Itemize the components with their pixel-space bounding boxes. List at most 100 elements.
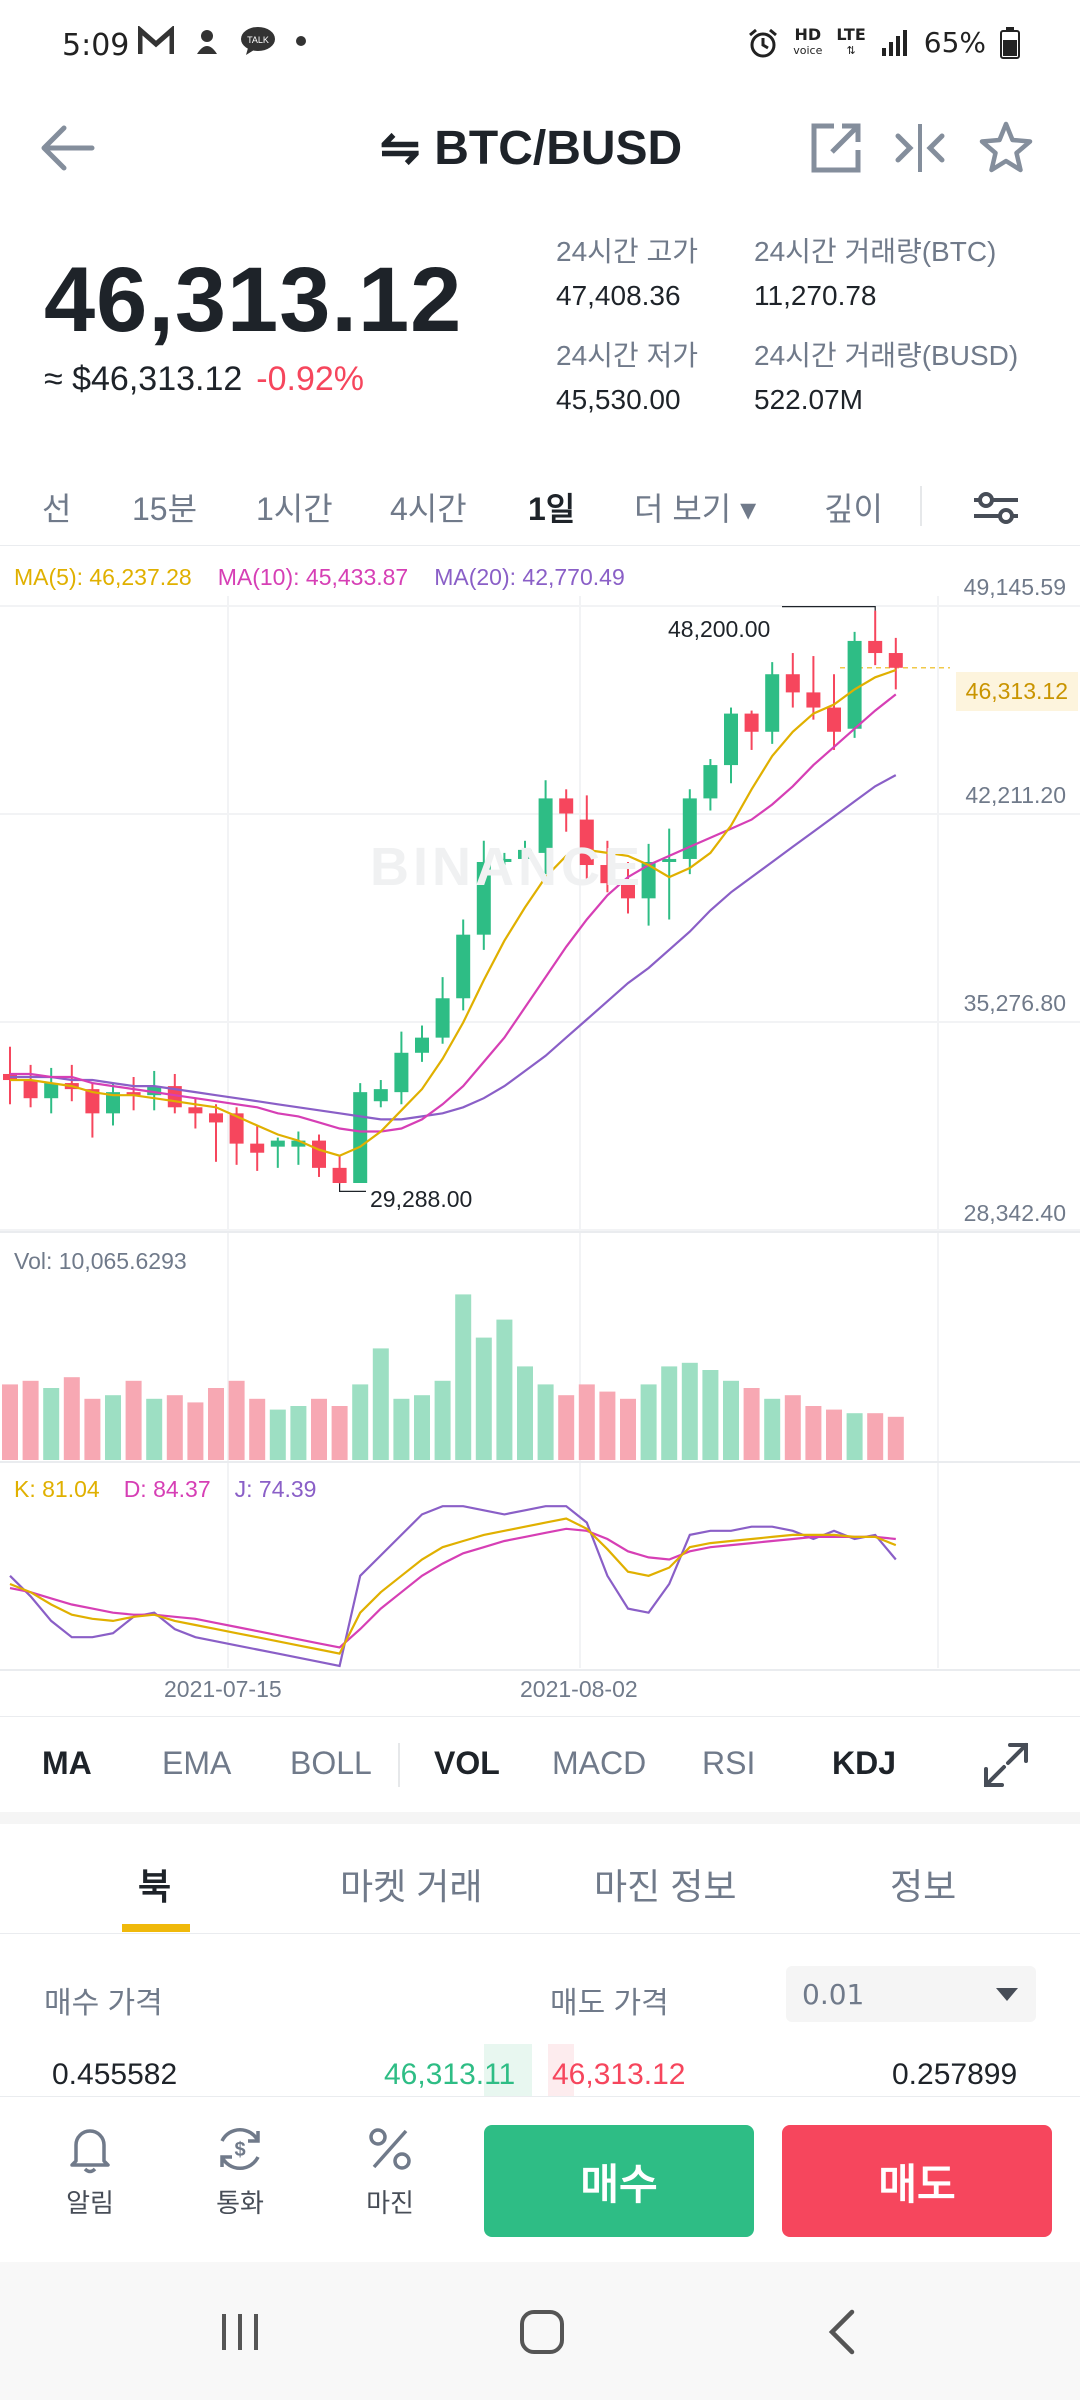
tab-market-trades[interactable]: 마켓 거래 — [340, 1866, 483, 1907]
volume-bar — [455, 1294, 472, 1460]
current-price-tag: 46,313.12 — [955, 672, 1078, 711]
status-time: 5:09 — [62, 28, 130, 63]
interval-1h[interactable]: 1시간 — [256, 491, 333, 527]
recent-apps-button[interactable] — [210, 2302, 270, 2362]
volume-bar — [867, 1413, 884, 1460]
alert-button[interactable]: 알림 — [40, 2123, 140, 2220]
sell-button[interactable]: 매도 — [782, 2125, 1052, 2237]
indicator-ema[interactable]: EMA — [162, 1745, 232, 1781]
bid-price[interactable]: 46,313.11 — [384, 2058, 516, 2091]
buy-button[interactable]: 매수 — [484, 2125, 754, 2237]
indicator-ma[interactable]: MA — [42, 1745, 92, 1781]
volume-bar — [2, 1384, 18, 1460]
pair-name: BTC/BUSD — [434, 121, 683, 175]
pair-selector[interactable]: ⇋ BTC/BUSD — [380, 116, 682, 180]
indicator-macd[interactable]: MACD — [552, 1745, 647, 1781]
volume-bar — [290, 1406, 307, 1460]
indicator-divider — [398, 1743, 400, 1787]
interval-line[interactable]: 선 — [42, 491, 72, 527]
tab-margin-info[interactable]: 마진 정보 — [594, 1866, 737, 1907]
volume-bar — [784, 1395, 801, 1460]
volume-bar — [166, 1395, 183, 1460]
indicator-kdj[interactable]: KDJ — [832, 1745, 897, 1781]
kdj-j-label: J: 74.39 — [234, 1476, 317, 1502]
interval-depth[interactable]: 깊이 — [824, 491, 883, 527]
ask-depth-bar — [548, 2044, 574, 2096]
system-back-button[interactable] — [814, 2302, 874, 2362]
volume-bar — [743, 1388, 760, 1460]
volume-bar — [352, 1384, 369, 1460]
volume-bar — [496, 1319, 513, 1460]
last-price: 46,313.12 — [44, 249, 463, 351]
volume-bar — [393, 1398, 410, 1460]
convert-button[interactable]: $ 통화 — [190, 2123, 290, 2220]
candle — [456, 934, 471, 999]
indicator-boll[interactable]: BOLL — [290, 1745, 372, 1781]
share-button[interactable] — [804, 116, 868, 180]
indicator-vol[interactable]: VOL — [434, 1745, 500, 1781]
candle — [373, 1089, 388, 1102]
price-change: -0.92% — [256, 360, 365, 398]
high-marker — [782, 606, 876, 611]
battery-icon — [1000, 26, 1020, 59]
precision-select[interactable]: 0.01 — [786, 1966, 1036, 2022]
date-label: 2021-08-02 — [520, 1676, 638, 1702]
indicator-tabs: MA EMA BOLL VOL MACD RSI KDJ — [0, 1716, 1080, 1812]
ask-quantity[interactable]: 0.257899 — [892, 2058, 1018, 2091]
low-annotation: 29,288.00 — [370, 1186, 473, 1212]
lte-badge: LTE ⇅ — [836, 24, 866, 57]
tab-book[interactable]: 북 — [138, 1866, 172, 1907]
ask-price[interactable]: 46,313.12 — [552, 2058, 686, 2091]
bid-quantity[interactable]: 0.455582 — [52, 2058, 178, 2091]
volume-bar — [208, 1388, 224, 1460]
candle — [703, 765, 718, 799]
price-sub: ≈ $46,313.12 -0.92% — [44, 360, 364, 399]
chart-area[interactable]: BINANCE MA(5): 46,237.28 MA(10): 45,433.… — [0, 546, 1080, 1716]
status-right: HD voice LTE ⇅ 65% — [747, 26, 1020, 59]
ask-price-header: 매도 가격 — [550, 1987, 669, 2020]
interval-4h[interactable]: 4시간 — [390, 491, 467, 527]
ma20-label: MA(20): 42,770.49 — [434, 564, 625, 590]
kdj-j-line — [9, 1505, 897, 1668]
margin-button[interactable]: 마진 — [340, 2123, 440, 2220]
back-button[interactable] — [36, 116, 100, 180]
candle — [600, 865, 615, 884]
notification-icons: TALK — [138, 26, 308, 56]
volume-bar — [43, 1388, 60, 1460]
home-button[interactable] — [512, 2302, 572, 2362]
interval-1d[interactable]: 1일 — [528, 491, 576, 527]
ma5-line — [10, 669, 897, 1157]
stat-24h-volume-btc: 24시간 거래량(BTC) 11,270.78 — [754, 236, 997, 311]
svg-text:TALK: TALK — [247, 35, 269, 45]
candle — [868, 640, 883, 654]
volume-bar — [22, 1380, 39, 1460]
candle — [662, 858, 677, 862]
chart-settings-icon[interactable] — [970, 484, 1022, 532]
svg-text:$: $ — [234, 2139, 245, 2161]
precision-value: 0.01 — [802, 1978, 865, 2011]
volume-bar — [702, 1370, 719, 1460]
chevron-down-icon — [996, 1988, 1018, 2001]
book-tabs: 북 마켓 거래 마진 정보 정보 — [0, 1824, 1080, 1934]
tab-info[interactable]: 정보 — [890, 1866, 957, 1907]
volume-bar — [249, 1398, 266, 1460]
pair-header: ⇋ BTC/BUSD — [0, 96, 1080, 196]
status-bar: 5:09 TALK HD voice LTE ⇅ 65% — [0, 0, 1080, 96]
interval-more[interactable]: 더 보기 ▾ — [634, 491, 757, 527]
fullscreen-button[interactable] — [980, 1739, 1032, 1791]
stat-24h-volume-busd: 24시간 거래량(BUSD) 522.07M — [754, 340, 1019, 415]
volume-bar — [681, 1362, 698, 1460]
indicator-rsi[interactable]: RSI — [702, 1745, 756, 1781]
compare-button[interactable] — [888, 116, 952, 180]
interval-tabs: 선 15분 1시간 4시간 1일 더 보기 ▾ 깊이 — [0, 470, 1080, 546]
candle — [332, 1167, 347, 1184]
more-dot-icon — [296, 36, 306, 46]
interval-15m[interactable]: 15분 — [132, 491, 198, 527]
bid-depth-bar — [484, 2044, 532, 2096]
candle — [641, 861, 656, 899]
price-tick: 28,342.40 — [963, 1200, 1066, 1226]
alarm-icon — [749, 28, 778, 57]
favorite-button[interactable] — [974, 116, 1038, 180]
volume-bar — [84, 1398, 101, 1460]
kdj-legend: K: 81.04 D: 84.37 J: 74.39 — [14, 1476, 316, 1503]
